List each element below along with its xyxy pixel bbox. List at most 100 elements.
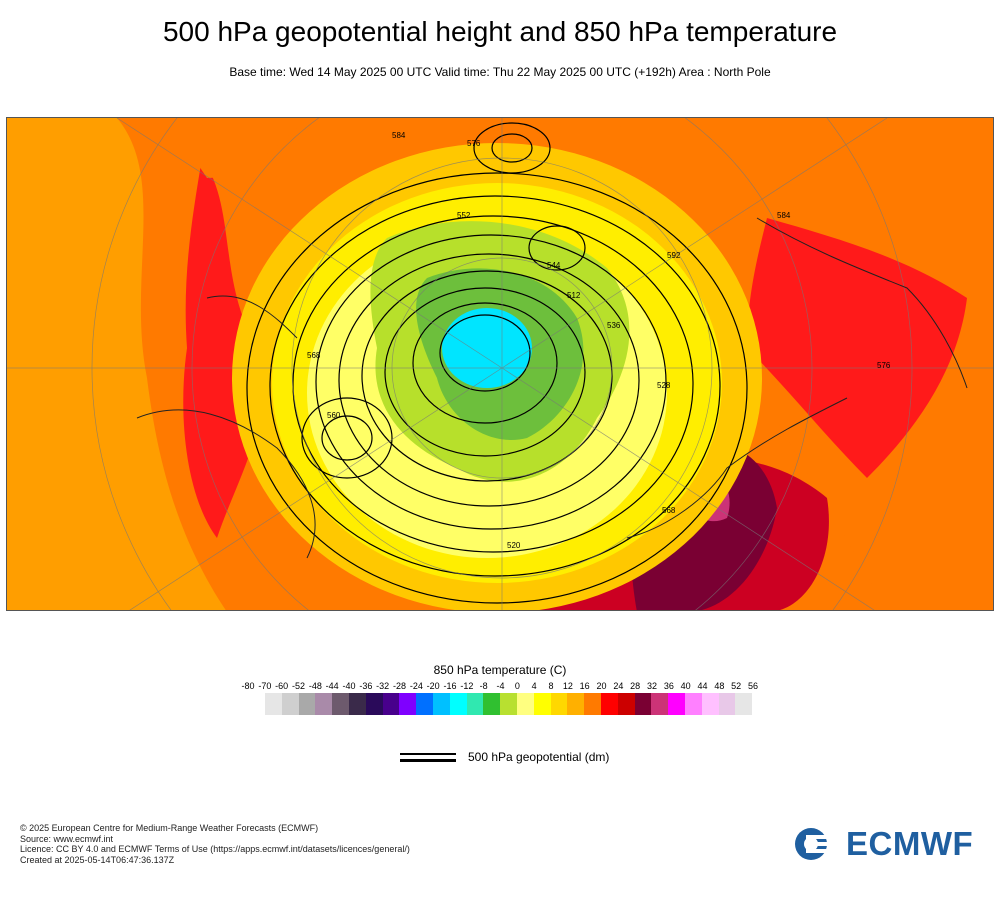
legend-swatch (449, 693, 467, 715)
meridian (501, 367, 875, 610)
contour-line (321, 415, 373, 461)
chart-title: 500 hPa geopotential height and 850 hPa … (162, 16, 838, 47)
coldest-core (442, 308, 532, 388)
legend-swatch (382, 693, 400, 715)
legend-swatch (651, 693, 669, 715)
contour-line (292, 215, 694, 553)
contour-line (439, 314, 531, 392)
polar-map: 584 576 568 560 552 544 536 528 520 512 592 584 576 5… (6, 117, 994, 611)
legend-tick-label: 52 (731, 681, 742, 691)
contour-label: 576 (467, 139, 481, 148)
legend-tick-label: 40 (680, 681, 691, 691)
legend-swatches (265, 693, 753, 715)
coastlines (136, 217, 968, 559)
legend-swatch (684, 693, 702, 715)
legend-swatch (416, 693, 433, 715)
legend-swatch (567, 693, 585, 715)
contour-label: 568 (307, 351, 321, 360)
legend-swatch (399, 693, 417, 715)
legend-tick-label: 16 (579, 681, 590, 691)
hot-region-north (167, 118, 307, 178)
legend-swatch (617, 693, 635, 715)
legend-swatch (668, 693, 685, 715)
legend-swatch (281, 693, 299, 715)
contour-line (269, 195, 721, 577)
legend-swatch (701, 693, 719, 715)
legend-tick-label: 20 (596, 681, 607, 691)
legend-swatch (634, 693, 652, 715)
ecmwf-logo: ECMWF (794, 825, 974, 862)
legend-swatch (735, 693, 753, 715)
meridian (116, 118, 503, 369)
ecmwf-logo-text: ECMWF (846, 825, 974, 862)
warm-region-pacific (7, 118, 226, 610)
coastline (756, 217, 968, 389)
created-text: Created at 2025-05-14T06:47:36.137Z (20, 854, 175, 865)
geopotential-line-sample (400, 751, 456, 763)
coastline (206, 295, 298, 339)
geopotential-contours (246, 122, 748, 604)
contour-label: 544 (547, 261, 561, 270)
legend-tick-label: -70 (258, 681, 272, 691)
legend-swatch (466, 693, 484, 715)
contour-label: 536 (607, 321, 621, 330)
meridian (129, 367, 503, 610)
contour-label: 512 (567, 291, 581, 300)
coastline (626, 397, 848, 539)
contour-label: 576 (877, 361, 891, 370)
ecmwf-logo-icon (795, 828, 840, 860)
legend-tick-label: -44 (325, 681, 339, 691)
legend-swatch (516, 693, 534, 715)
contour-label: 528 (657, 381, 671, 390)
licence-text: Licence: CC BY 4.0 and ECMWF Terms of Us… (20, 844, 410, 854)
legend-tick-label: 0 (514, 681, 520, 691)
contour-line (301, 397, 393, 479)
graticule (7, 118, 993, 610)
legend-tick-label: -52 (291, 681, 306, 691)
legend-swatch (600, 693, 618, 715)
legend-tick-label: -8 (479, 681, 488, 691)
contour-labels: 584 576 568 560 552 544 536 528 520 512 592 584 576 5… (307, 131, 891, 550)
legend-title: 850 hPa temperature (C) (433, 663, 567, 677)
legend-tick-label: 8 (548, 681, 554, 691)
legend-swatch (718, 693, 736, 715)
legend-tick-label: -24 (409, 681, 423, 691)
legend-tick-label: -60 (275, 681, 289, 691)
legend-tick-label: 28 (630, 681, 641, 691)
legend-tick-label: 56 (747, 681, 759, 691)
chart-subtitle: Base time: Wed 14 May 2025 00 UTC Valid … (229, 65, 771, 79)
legend-tick-label: -40 (342, 681, 356, 691)
contour-line (491, 133, 533, 163)
contour-line (528, 225, 586, 271)
legend-swatch (432, 693, 450, 715)
legend-tick-label: 12 (562, 681, 573, 691)
legend-tick-label: -20 (426, 681, 440, 691)
legend-tick-label: -28 (392, 681, 407, 691)
hot-region-east (747, 218, 967, 478)
legend-tick-label: 36 (663, 681, 674, 691)
temperature-geopotential-map: 584 576 568 560 552 544 536 528 520 512 592 584 576 5… (7, 118, 993, 610)
contour-line (246, 172, 748, 604)
contour-label: 568 (662, 506, 676, 515)
legend-swatch (332, 693, 349, 715)
contour-label: 592 (667, 251, 681, 260)
legend-swatch (348, 693, 366, 715)
geopotential-label: 500 hPa geopotential (dm) (468, 750, 610, 764)
legend-tick-label: -32 (376, 681, 390, 691)
legend-tick-label: -80 (241, 681, 255, 691)
legend-tick-label: -4 (496, 681, 505, 691)
legend-tick-label: -48 (308, 681, 322, 691)
legend-swatch (533, 693, 551, 715)
legend-swatch (500, 693, 517, 715)
legend-swatch (584, 693, 601, 715)
contour-label: 552 (457, 211, 471, 220)
legend-swatch (365, 693, 383, 715)
coastline (136, 409, 316, 559)
legend-swatch (315, 693, 333, 715)
contour-label: 560 (327, 411, 341, 420)
meridian (501, 118, 888, 369)
contour-label: 520 (507, 541, 521, 550)
legend-tick-label: 32 (646, 681, 658, 691)
contour-line (384, 287, 586, 457)
legend-swatch (298, 693, 316, 715)
